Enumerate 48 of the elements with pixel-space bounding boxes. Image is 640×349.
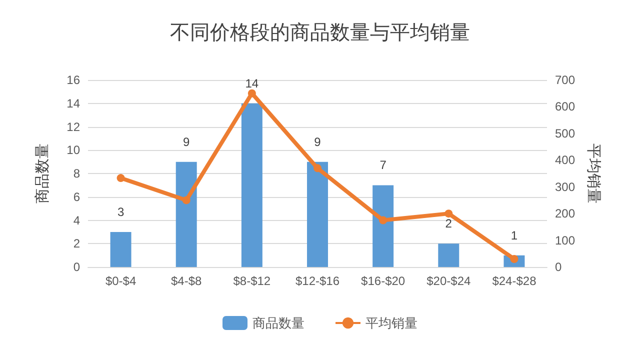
y-tick-label: 12 [66,120,80,134]
y2-tick-label: 700 [555,73,576,87]
data-label: 2 [445,216,452,231]
y2-axis-title: 平均销量 [584,144,602,204]
bar [438,244,460,267]
y-tick-label: 16 [66,73,80,87]
y-tick-label: 14 [66,96,80,110]
bar [241,103,262,267]
data-label: 3 [117,204,124,219]
y-tick-label: 0 [73,260,80,274]
bar [372,185,394,267]
y2-tick-label: 400 [555,153,576,168]
data-label: 14 [245,76,259,90]
legend-label: 商品数量 [252,316,304,330]
point [248,89,256,98]
point [116,174,125,182]
y2-tick-label: 500 [555,126,576,140]
bar [176,162,197,267]
y-axis-title: 商品数量 [34,144,51,204]
y2-tick-label: 0 [555,260,562,274]
y-tick-label: 10 [66,143,80,158]
data-label: 9 [183,134,190,149]
x-tick-label: $20-$24 [426,274,471,288]
y-tick-label: 8 [73,166,80,180]
bar [307,162,328,267]
x-tick-label: $0-$4 [105,274,136,288]
legend-label: 平均销量 [366,316,418,330]
point [444,210,453,218]
chart-title: 不同价格段的商品数量与平均销量 [170,22,470,44]
x-tick-label: $12-$16 [295,274,340,288]
data-label: 9 [314,134,322,149]
x-tick-label: $16-$20 [361,274,406,288]
point [379,216,388,224]
point [182,196,190,204]
y2-tick-label: 300 [555,180,576,194]
x-tick-label: $4-$8 [171,274,202,288]
x-tick-label: $24-$28 [492,274,537,288]
y2-tick-label: 100 [555,233,576,248]
y2-tick-label: 200 [555,206,576,221]
x-tick-label: $8-$12 [233,274,271,288]
y-tick-label: 4 [73,213,80,228]
y2-tick-label: 600 [555,100,576,114]
y-tick-label: 6 [73,190,80,204]
point [314,164,322,172]
data-label: 1 [510,228,518,242]
data-label: 7 [380,158,387,172]
bar [110,232,132,267]
y-tick-label: 2 [73,236,80,251]
